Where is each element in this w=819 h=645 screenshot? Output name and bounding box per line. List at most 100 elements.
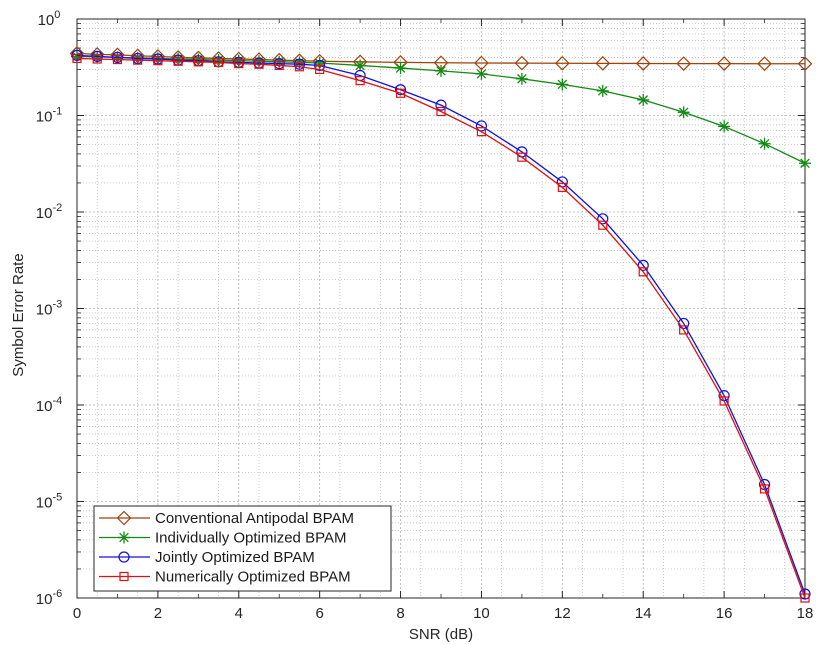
data-point [716, 56, 732, 71]
legend-item: Jointly Optimized BPAM [99, 549, 315, 566]
data-point [679, 325, 689, 335]
data-point [799, 157, 811, 170]
data-point [112, 54, 123, 65]
asterisk-stroke [638, 95, 649, 105]
x-tick-label: 10 [473, 605, 490, 622]
y-tick-base: 10 [36, 205, 53, 222]
data-point [435, 64, 447, 77]
legend: Conventional Antipodal BPAM Individually … [93, 505, 392, 592]
data-point [118, 551, 130, 563]
data-point [91, 50, 103, 62]
legend-item: Numerically Optimized BPAM [99, 569, 351, 586]
y-tick-exponent: 0 [54, 9, 60, 21]
data-point [92, 54, 102, 64]
data-point [293, 58, 306, 70]
asterisk-stroke [597, 86, 608, 96]
x-tick-label: 6 [315, 605, 323, 622]
series [69, 46, 813, 603]
x-axis-label: SNR (dB) [409, 626, 473, 643]
legend-label: Conventional Antipodal BPAM [155, 510, 354, 527]
y-tick-base: 10 [36, 591, 53, 608]
data-point [475, 120, 488, 132]
asterisk-stroke [476, 69, 487, 79]
asterisk-stroke [355, 60, 365, 71]
data-point [475, 67, 488, 80]
data-point [635, 56, 651, 71]
legend-item: Individually Optimized BPAM [99, 530, 346, 547]
y-tick-exponent: -5 [52, 492, 62, 504]
x-tick-label: 16 [716, 605, 733, 622]
data-point [153, 56, 163, 66]
legend-label: Jointly Optimized BPAM [155, 549, 315, 566]
data-point [598, 220, 608, 230]
x-tick-label: 14 [635, 605, 652, 622]
y-tick-label: 10-1 [36, 106, 62, 126]
data-point [554, 55, 570, 71]
data-point [759, 484, 770, 494]
legend-label: Individually Optimized BPAM [155, 530, 346, 547]
data-point [597, 213, 609, 225]
data-point [797, 56, 813, 72]
data-point [254, 59, 264, 69]
asterisk-stroke [759, 138, 770, 149]
y-tick-label: 10-5 [36, 492, 62, 512]
legend-item: Conventional Antipodal BPAM [99, 510, 354, 527]
data-point [294, 62, 305, 72]
data-point [193, 57, 203, 67]
data-point [119, 571, 129, 582]
data-point [719, 396, 729, 406]
x-tick-labels: 0 2 4 6 8 10 12 14 16 18 [73, 605, 814, 622]
data-point [234, 59, 244, 69]
data-point [799, 588, 811, 600]
y-tick-exponent: -2 [52, 202, 62, 214]
ticks [76, 18, 806, 599]
data-point [71, 49, 83, 61]
data-point [556, 78, 569, 91]
data-point [676, 56, 692, 71]
x-tick-label: 4 [235, 605, 243, 622]
data-point [133, 55, 143, 65]
data-point [595, 56, 611, 71]
y-tick-exponent: -1 [52, 106, 62, 118]
y-tick-base: 10 [36, 302, 53, 319]
data-point [132, 52, 144, 65]
data-point [111, 51, 124, 64]
y-tick-base: 10 [36, 398, 53, 415]
data-point [436, 106, 446, 117]
data-point [758, 137, 771, 150]
data-point [637, 93, 650, 106]
y-tick-base: 10 [36, 109, 53, 126]
data-point [638, 267, 648, 277]
asterisk-stroke [800, 158, 810, 169]
data-point [354, 59, 367, 72]
data-point [718, 120, 731, 133]
data-point [72, 53, 82, 64]
y-axis-label: Symbol Error Rate [10, 253, 27, 376]
asterisk-stroke [395, 63, 406, 73]
y-tick-label: 10-4 [36, 395, 62, 415]
data-point [395, 88, 406, 98]
y-tick-exponent: -4 [52, 395, 62, 407]
data-point [173, 56, 183, 66]
series-numerically-optimized-bpam [72, 53, 810, 603]
data-point [273, 58, 285, 70]
y-tick-base: 10 [38, 12, 55, 29]
x-tick-label: 18 [797, 605, 814, 622]
data-point [557, 182, 567, 192]
asterisk-stroke [517, 74, 527, 84]
data-point [152, 53, 164, 65]
y-tick-label: 10-3 [36, 299, 62, 319]
data-point [315, 64, 325, 75]
y-tick-base: 10 [36, 495, 53, 512]
data-point [394, 62, 407, 75]
data-point [517, 152, 527, 162]
data-point [800, 593, 810, 603]
data-point [274, 60, 284, 71]
y-tick-label: 100 [38, 9, 61, 29]
x-tick-label: 8 [396, 605, 404, 622]
data-point [314, 59, 326, 72]
data-point [514, 55, 530, 71]
data-point [118, 531, 130, 544]
